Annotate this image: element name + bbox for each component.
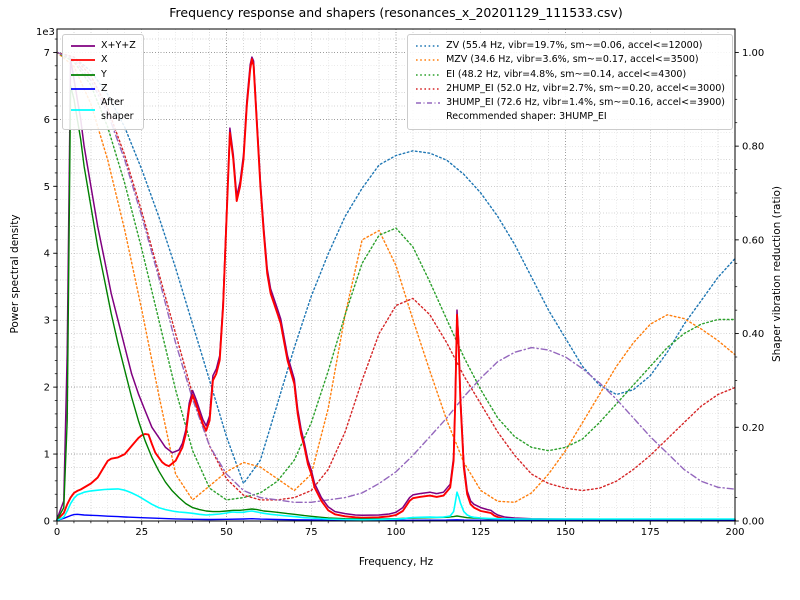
legend-item-label: ZV (55.4 Hz, vibr=19.7%, sm~=0.06, accel…: [446, 40, 703, 51]
x-tick-label: 125: [471, 527, 490, 538]
chart-title: Frequency response and shapers (resonanc…: [169, 5, 623, 20]
legend-item: Y: [70, 68, 136, 82]
shaper-curve-mzv: [56, 51, 736, 503]
legend-item: X: [70, 53, 136, 67]
y-axis-label-left: Power spectral density: [9, 214, 21, 334]
legend-line-swatch: [416, 88, 441, 90]
legend-item: Z: [70, 82, 136, 96]
y-axis-label-right: Shaper vibration reduction (ratio): [771, 185, 783, 363]
x-axis-label: Frequency, Hz: [358, 556, 434, 568]
x-tick-label: 175: [641, 527, 660, 538]
legend-item: 2HUMP_EI (52.0 Hz, vibr=2.7%, sm~=0.20, …: [415, 82, 725, 96]
x-tick-label: 150: [556, 527, 575, 538]
legend-line-swatch: [416, 73, 441, 76]
legend-line-swatch: [71, 45, 95, 48]
legend-line-swatch: [71, 87, 95, 90]
x-tick-label: 200: [725, 527, 744, 538]
y2-tick-label: 1.00: [742, 48, 764, 59]
shaper-curve-2hump_ei: [56, 51, 736, 501]
x-tick-label: 100: [386, 527, 405, 538]
x-tick-label: 75: [305, 527, 318, 538]
y-axis-offset-text: 1e3: [36, 27, 55, 38]
legend-item: EI (48.2 Hz, vibr=4.8%, sm~=0.14, accel<…: [415, 68, 725, 82]
legend-item: 3HUMP_EI (72.6 Hz, vibr=1.4%, sm~=0.16, …: [415, 96, 725, 110]
shaper-curve-3hump_ei: [56, 51, 736, 503]
legend-line-swatch: [416, 59, 441, 62]
y2-tick-label: 0.40: [742, 329, 764, 340]
axes: 0 25 50 75 100 125 150 175 200 0 1 2 3 4 5 6 7 0.00 0.20 0.…: [44, 28, 764, 538]
psd-curve-z: [56, 513, 736, 522]
y2-tick-label: 0.80: [742, 142, 764, 153]
legend-item-label: After shaper: [101, 97, 134, 123]
y2-tick-label: 0.20: [742, 423, 764, 434]
psd-curve-after-shaper: [56, 488, 736, 522]
legend-item-label: Z: [101, 82, 108, 94]
y-tick-label: 7: [44, 48, 50, 59]
legend-item-label: X+Y+Z: [101, 40, 136, 51]
psd-curve-x: [56, 58, 736, 522]
shaper-curve-ei: [56, 51, 736, 501]
legend-line-swatch: [71, 73, 95, 76]
legend-item-label: 3HUMP_EI (72.6 Hz, vibr=1.4%, sm~=0.16, …: [446, 97, 725, 108]
x-tick-label: 50: [220, 527, 233, 538]
y2-tick-label: 0.00: [742, 517, 764, 528]
legend-item-label: MZV (34.6 Hz, vibr=3.6%, sm~=0.17, accel…: [446, 54, 699, 66]
y-tick-label: 5: [44, 182, 50, 193]
y-tick-label: 6: [44, 115, 50, 126]
legend-line-swatch: [416, 45, 441, 47]
y-tick-label: 1: [44, 450, 50, 461]
legend-item: X+Y+Z: [70, 39, 136, 53]
legend-item-label: Y: [101, 68, 107, 80]
series: [56, 51, 736, 522]
legend-psd: X+Y+Z X Y Z After shaper: [62, 34, 144, 130]
y2-tick-label: 0.60: [742, 235, 764, 246]
legend-line-swatch: [71, 59, 95, 62]
legend-item: After shaper: [70, 96, 136, 125]
legend-line-swatch: [416, 102, 441, 104]
legend-shapers: ZV (55.4 Hz, vibr=19.7%, sm~=0.06, accel…: [407, 34, 733, 130]
legend-line-swatch: [71, 109, 95, 112]
shaper-curve-zv: [56, 51, 736, 485]
x-tick-label: 0: [54, 527, 60, 538]
legend-item: ZV (55.4 Hz, vibr=19.7%, sm~=0.06, accel…: [415, 39, 725, 53]
y-tick-label: 4: [44, 249, 50, 260]
y-tick-label: 3: [44, 316, 50, 327]
legend-item-label: X: [101, 54, 108, 66]
x-tick-label: 25: [135, 527, 148, 538]
legend-item-label: 2HUMP_EI (52.0 Hz, vibr=2.7%, sm~=0.20, …: [446, 82, 725, 94]
legend-item: MZV (34.6 Hz, vibr=3.6%, sm~=0.17, accel…: [415, 53, 725, 67]
recommended-shaper-note: Recommended shaper: 3HUMP_EI: [446, 111, 607, 123]
legend-item-label: EI (48.2 Hz, vibr=4.8%, sm~=0.14, accel<…: [446, 68, 687, 80]
y-tick-label: 0: [44, 517, 50, 528]
y-tick-label: 2: [44, 383, 50, 394]
